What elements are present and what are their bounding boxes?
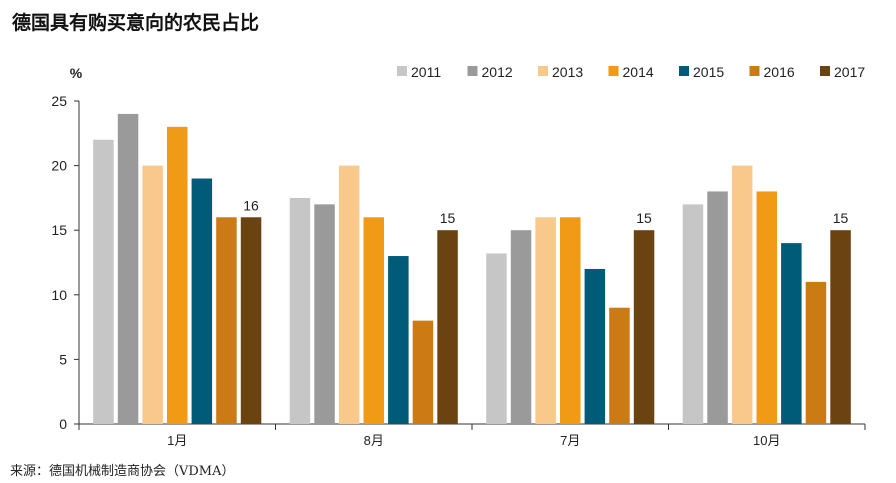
bar-2014-1 [363,217,384,424]
y-tick-label: 0 [59,416,67,432]
legend-label-2013: 2013 [552,64,583,80]
y-tick-label: 15 [51,222,67,238]
legend-swatch-2015 [679,66,689,76]
x-tick-label: 8月 [364,433,384,448]
y-tick-label: 20 [51,158,67,174]
y-axis-label: % [70,65,83,81]
bar-2016-0 [216,217,237,424]
data-label: 15 [636,210,652,226]
bar-2011-2 [486,253,507,424]
legend-swatch-2013 [538,66,548,76]
bar-2011-1 [289,197,311,424]
legend-label-2011: 2011 [411,64,441,80]
bar-2013-1 [338,165,360,424]
y-tick-label: 5 [59,351,67,367]
bar-2015-1 [388,256,409,424]
bar-2013-3 [731,165,753,424]
x-tick-label: 10月 [753,433,780,448]
bar-2015-3 [781,243,802,424]
bar-2017-1 [437,230,458,424]
legend-label-2012: 2012 [482,64,513,80]
legend-swatch-2011 [397,66,407,76]
bar-2017-3 [830,230,851,424]
source-note: 来源：德国机械制造商协会（VDMA） [10,464,235,479]
bar-2016-1 [412,320,434,424]
y-tick-label: 10 [51,287,67,303]
legend-swatch-2014 [608,66,619,76]
bar-2013-2 [535,217,556,424]
bar-2015-2 [584,268,606,424]
legend-label-2014: 2014 [623,64,654,80]
bar-2016-2 [609,307,630,424]
bar-2014-3 [756,191,777,424]
legend-swatch-2016 [749,66,760,76]
bar-2015-0 [191,178,213,424]
bar-2012-0 [117,113,139,425]
data-label: 15 [440,210,456,226]
bar-2017-0 [240,217,262,424]
x-tick-label: 7月 [560,433,580,448]
data-label: 16 [243,197,259,213]
legend-swatch-2012 [467,66,478,76]
chart-title: 德国具有购买意向的农民占比 [12,12,260,34]
bar-2013-0 [142,165,163,424]
bar-2012-2 [510,230,532,424]
legend-label-2017: 2017 [834,64,865,80]
data-label: 15 [833,210,849,226]
bar-2017-2 [633,230,655,424]
bar-2012-1 [314,204,335,424]
bar-2012-3 [707,191,728,424]
x-tick-label: 1月 [167,433,187,448]
y-tick-label: 25 [51,93,67,109]
legend-label-2016: 2016 [764,64,795,80]
legend-label-2015: 2015 [693,64,724,80]
bar-2014-2 [560,217,581,424]
bar-2016-3 [805,281,827,424]
bar-2011-3 [682,204,704,424]
bar-2014-0 [167,126,188,424]
legend-swatch-2017 [820,66,830,76]
bar-2011-0 [93,139,114,424]
